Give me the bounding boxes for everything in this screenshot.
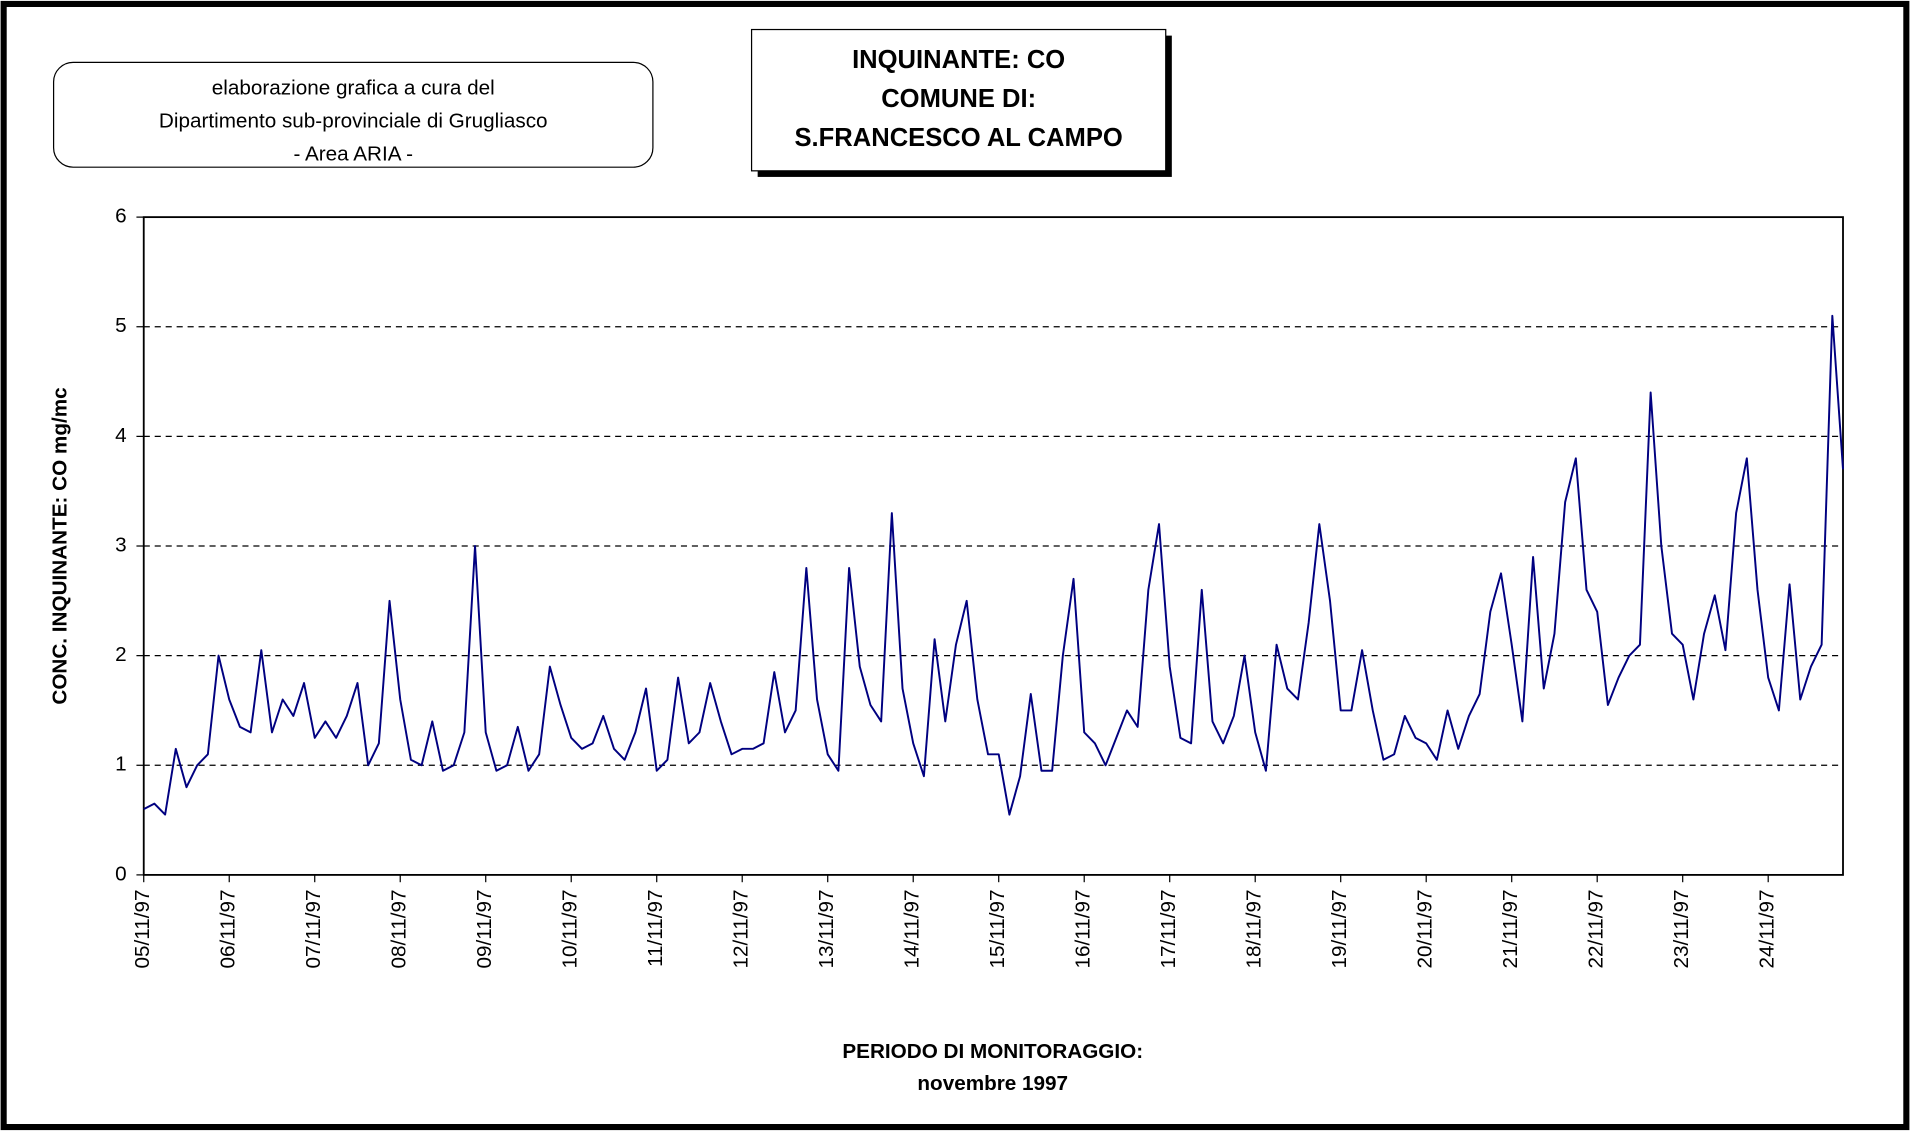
x-tick-label: 18/11/97 — [1243, 890, 1266, 969]
title-box — [750, 28, 1167, 172]
y-tick-label: 1 — [115, 753, 127, 776]
data-line — [143, 314, 1844, 816]
x-tick-label: 20/11/97 — [1414, 890, 1437, 969]
x-tick-label: 06/11/97 — [217, 890, 240, 969]
x-tick-label: 22/11/97 — [1585, 890, 1608, 969]
note-line: - Area ARIA - — [293, 142, 413, 165]
x-tick-label: 14/11/97 — [901, 890, 924, 969]
x-tick-label: 17/11/97 — [1157, 890, 1180, 969]
x-tick-label: 21/11/97 — [1499, 890, 1522, 969]
note-line: elaborazione grafica a cura del — [212, 77, 495, 100]
note-box — [52, 61, 654, 168]
y-axis-title: CONC. INQUINANTE: CO mg/mc — [48, 387, 71, 704]
x-tick-label: 11/11/97 — [644, 890, 667, 967]
y-tick-label: 6 — [115, 205, 127, 228]
note-line: Dipartimento sub-provinciale di Gruglias… — [159, 110, 548, 133]
y-tick-label: 2 — [115, 643, 127, 666]
x-tick-label: 19/11/97 — [1328, 890, 1351, 969]
x-axis-title: novembre 1997 — [917, 1072, 1068, 1095]
y-tick-label: 3 — [115, 533, 127, 556]
x-tick-label: 16/11/97 — [1072, 890, 1095, 969]
x-tick-label: 08/11/97 — [388, 890, 411, 969]
y-tick-label: 0 — [115, 862, 127, 885]
x-tick-label: 24/11/97 — [1756, 890, 1779, 969]
x-tick-label: 15/11/97 — [986, 890, 1009, 969]
chart-title: COMUNE DI: — [881, 85, 1036, 113]
x-tick-label: 09/11/97 — [473, 890, 496, 969]
y-tick-label: 5 — [115, 314, 127, 337]
x-tick-label: 10/11/97 — [559, 890, 582, 969]
x-tick-label: 12/11/97 — [730, 890, 753, 969]
y-tick-label: 4 — [115, 424, 127, 447]
x-tick-label: 23/11/97 — [1670, 890, 1693, 969]
x-tick-label: 07/11/97 — [302, 890, 325, 969]
x-tick-label: 05/11/97 — [131, 890, 154, 969]
chart-title: INQUINANTE: CO — [852, 46, 1065, 74]
x-tick-label: 13/11/97 — [815, 890, 838, 969]
chart-title: S.FRANCESCO AL CAMPO — [795, 124, 1123, 152]
x-axis-title: PERIODO DI MONITORAGGIO: — [842, 1040, 1143, 1063]
